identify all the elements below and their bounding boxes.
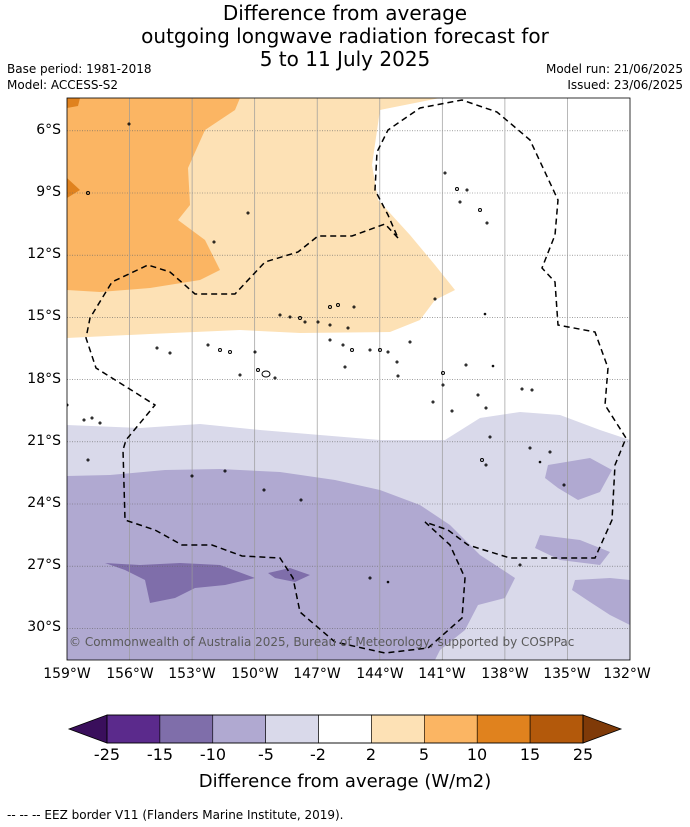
map-plot-area: © Commonwealth of Australia 2025, Bureau…	[67, 98, 630, 660]
negative-10-15-region-2	[268, 568, 310, 582]
model-text: Model: ACCESS-S2	[7, 78, 119, 92]
lon-label-141w: 141°W	[418, 666, 466, 682]
colorbar-tick-neg15: -15	[146, 745, 174, 764]
colorbar-segment	[476, 714, 531, 744]
negative-10-15-region	[105, 563, 255, 603]
lon-label-159w: 159°W	[43, 666, 91, 682]
lat-label-30s: 30°S	[27, 619, 61, 635]
positive-5-10-region	[67, 98, 240, 292]
lat-label-6s: 6°S	[36, 122, 61, 138]
lon-label-153w: 153°W	[168, 666, 216, 682]
eez-border	[85, 99, 627, 654]
base-period-text: Base period: 1981-2018	[7, 62, 152, 76]
colorbar-segment	[424, 714, 478, 744]
colorbar-segment	[371, 714, 425, 744]
colorbar-segment	[212, 714, 266, 744]
title-line-1: Difference from average	[222, 1, 468, 25]
lat-label-24s: 24°S	[27, 495, 61, 511]
colorbar-segment	[529, 714, 584, 744]
title-line-2: outgoing longwave radiation forecast for	[141, 24, 549, 48]
colorbar-segments	[106, 714, 584, 744]
eez-legend-footer: -- -- -- EEZ border V11 (Flanders Marine…	[7, 808, 344, 822]
issued-text: Issued: 23/06/2025	[567, 78, 683, 92]
lon-label-150w: 150°W	[231, 666, 279, 682]
colorbar-tick-15: 15	[519, 745, 541, 764]
lon-label-156w: 156°W	[106, 666, 154, 682]
lat-label-9s: 9°S	[36, 184, 61, 200]
colorbar-tick-neg2: -2	[310, 745, 326, 764]
lat-label-21s: 21°S	[27, 433, 61, 449]
lon-label-135w: 135°W	[543, 666, 591, 682]
colorbar-tick-5: 5	[418, 745, 430, 764]
colorbar-tick-25: 25	[572, 745, 594, 764]
lon-label-147w: 147°W	[293, 666, 341, 682]
negative-5-10-region-3	[545, 458, 612, 500]
lon-label-138w: 138°W	[481, 666, 529, 682]
negative-5-10-region-4	[572, 578, 630, 625]
colorbar-tick-10: 10	[466, 745, 488, 764]
lat-label-15s: 15°S	[27, 308, 61, 324]
colorbar-label: Difference from average (W/m2)	[198, 771, 492, 792]
colorbar-tick-2: 2	[365, 745, 377, 764]
lat-label-27s: 27°S	[27, 557, 61, 573]
model-run-text: Model run: 21/06/2025	[545, 62, 683, 76]
colorbar-segment	[106, 714, 161, 744]
colorbar-tick-neg10: -10	[199, 745, 227, 764]
colorbar-tick-neg25: -25	[93, 745, 121, 764]
map-frame	[66, 97, 631, 661]
islands	[67, 122, 566, 584]
colorbar-segment	[265, 714, 319, 744]
lat-label-12s: 12°S	[27, 246, 61, 262]
colorbar	[67, 714, 623, 744]
lon-label-144w: 144°W	[356, 666, 404, 682]
lon-gridlines	[129, 98, 568, 660]
lon-label-132w: 132°W	[603, 666, 651, 682]
colorbar-frame	[106, 714, 584, 744]
title-line-3: 5 to 11 July 2025	[259, 47, 431, 71]
positive-10-15-region	[67, 98, 80, 108]
colorbar-tick-neg5: -5	[258, 745, 274, 764]
colorbar-under-arrow	[67, 714, 108, 744]
negative-5-10-region	[67, 469, 515, 660]
colorbar-segment	[159, 714, 214, 744]
copyright-text: © Commonwealth of Australia 2025, Bureau…	[69, 635, 574, 649]
colorbar-over-arrow	[582, 714, 623, 744]
colorbar-segment	[318, 714, 372, 744]
lat-label-18s: 18°S	[27, 371, 61, 387]
